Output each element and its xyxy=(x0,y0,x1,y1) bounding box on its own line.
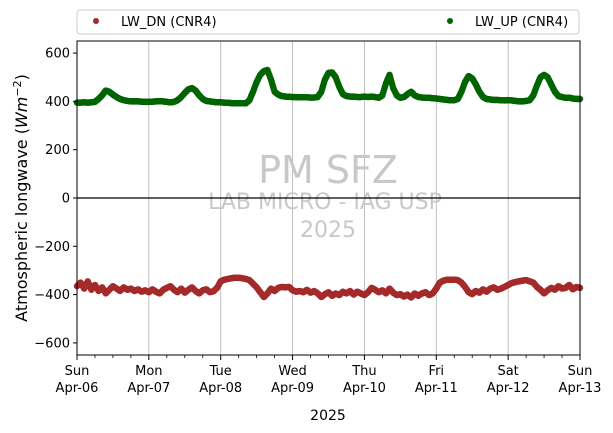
x-tick-label-day: Fri xyxy=(429,364,445,379)
x-tick-label-date: Apr-12 xyxy=(487,381,530,396)
watermark: PM SFZ LAB MICRO - IAG USP 2025 xyxy=(208,148,442,243)
x-tick-label-day: Mon xyxy=(135,364,162,379)
x-tick-label-date: Apr-07 xyxy=(127,381,170,396)
legend-label-lw-up: LW_UP (CNR4) xyxy=(475,15,568,30)
x-tick-label-date: Apr-10 xyxy=(343,381,386,396)
y-tick-label: 600 xyxy=(45,47,70,62)
legend-marker-lw-up xyxy=(447,18,453,24)
x-tick-label-day: Sat xyxy=(497,364,518,379)
y-tick-label: 400 xyxy=(45,95,70,110)
y-axis-label: Atmospheric longwave (Wm−2) xyxy=(11,74,32,322)
legend-marker-lw-dn xyxy=(93,18,99,24)
x-tick-label-day: Thu xyxy=(351,364,376,379)
x-tick-label-day: Tue xyxy=(209,364,232,379)
watermark-line-2: LAB MICRO - IAG USP xyxy=(208,190,442,215)
legend-frame xyxy=(76,9,580,35)
x-tick-label-day: Sun xyxy=(65,364,90,379)
legend-label-lw-dn: LW_DN (CNR4) xyxy=(121,15,217,30)
y-tick-label: 0 xyxy=(62,192,70,207)
legend: LW_DN (CNR4) LW_UP (CNR4) xyxy=(76,9,580,35)
x-tick-label-date: Apr-13 xyxy=(559,381,602,396)
y-tick-label: 200 xyxy=(45,143,70,158)
y-tick-label: −200 xyxy=(34,240,70,255)
series-lw-dn xyxy=(73,274,584,301)
watermark-line-3: 2025 xyxy=(300,218,356,243)
y-tick-label: −400 xyxy=(34,288,70,303)
axis-layer: 600 400 200 0 −200 −400 −600 Sun Apr-06 Mon Apr-07… xyxy=(34,47,601,396)
x-axis-label: 2025 xyxy=(310,408,346,424)
x-tick-label-day: Wed xyxy=(278,364,306,379)
x-tick-label-date: Apr-11 xyxy=(415,381,458,396)
y-tick-label: −600 xyxy=(34,336,70,351)
x-tick-label-day: Sun xyxy=(568,364,593,379)
x-tick-label-date: Apr-09 xyxy=(271,381,314,396)
x-tick-label-date: Apr-08 xyxy=(199,381,242,396)
watermark-line-1: PM SFZ xyxy=(258,148,398,192)
x-tick-label-date: Apr-06 xyxy=(56,381,99,396)
series-lw-up xyxy=(73,66,584,107)
series-layer xyxy=(73,66,584,301)
